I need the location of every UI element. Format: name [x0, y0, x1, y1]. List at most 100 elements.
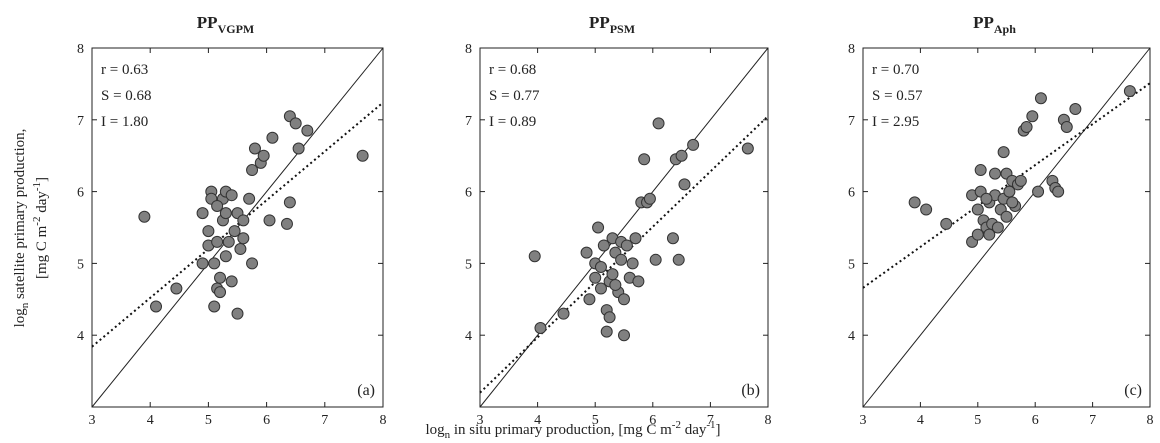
point	[989, 167, 1002, 180]
point	[257, 149, 270, 162]
stat-annotation: I = 2.95	[872, 114, 919, 130]
y-tick-label: 6	[848, 186, 855, 201]
point	[214, 271, 227, 284]
point	[1123, 85, 1136, 98]
point	[289, 117, 302, 130]
point	[138, 210, 151, 223]
point	[991, 221, 1004, 234]
plot-frame	[862, 47, 1151, 408]
fit-line	[91, 101, 384, 348]
fit-line	[479, 115, 769, 394]
point	[1020, 120, 1033, 133]
label-part: satellite primary production,	[12, 129, 28, 303]
point	[583, 293, 596, 306]
point	[652, 117, 665, 130]
point	[980, 192, 993, 205]
point	[983, 228, 996, 241]
point	[225, 275, 238, 288]
point	[592, 221, 605, 234]
label-part: ]	[34, 177, 50, 182]
point	[638, 153, 651, 166]
point	[997, 146, 1010, 159]
point	[243, 192, 256, 205]
y-axis-label: [mg C m-2 day-1]	[31, 177, 50, 279]
x-tick-label: 8	[765, 413, 772, 428]
point	[666, 232, 679, 245]
point	[632, 275, 645, 288]
point	[219, 207, 232, 220]
y-tick-label: 5	[848, 257, 855, 272]
point	[594, 282, 607, 295]
panel-label: (c)	[1124, 382, 1142, 399]
point	[1000, 210, 1013, 223]
title-main: PP	[589, 13, 610, 32]
stat-annotation: r = 0.70	[872, 62, 919, 78]
x-tick-label: 8	[380, 413, 387, 428]
point	[741, 142, 754, 155]
point	[1003, 185, 1016, 198]
y-tick-label: 7	[465, 114, 472, 129]
title-main: PP	[973, 13, 994, 32]
point	[150, 300, 163, 313]
label-part: ]	[716, 422, 721, 438]
point	[1060, 120, 1073, 133]
stat-annotation: S = 0.57	[872, 88, 923, 104]
point	[170, 282, 183, 295]
point	[687, 138, 700, 151]
label-part: n	[445, 429, 451, 441]
chart-title: PPVGPM	[197, 13, 254, 36]
point	[1006, 196, 1019, 209]
x-tick-label: 7	[1089, 413, 1096, 428]
label-part: n	[19, 302, 31, 308]
point	[196, 257, 209, 270]
title-subscript: Aph	[994, 22, 1016, 36]
point	[920, 203, 933, 216]
fit-line	[862, 82, 1151, 289]
x-tick-label: 4	[147, 413, 154, 428]
point	[600, 325, 613, 338]
point	[1069, 103, 1082, 116]
point	[208, 257, 221, 270]
point	[597, 239, 610, 252]
plot-frame	[91, 47, 384, 408]
point	[237, 232, 250, 245]
y-axis-label: logn satellite primary production,	[12, 129, 31, 328]
point	[196, 207, 209, 220]
point	[237, 214, 250, 227]
x-tick-label: 4	[917, 413, 924, 428]
point	[618, 329, 630, 342]
panel-label: (a)	[357, 382, 375, 399]
plot-frame	[479, 47, 769, 408]
stat-annotation: I = 1.80	[101, 114, 148, 130]
point	[643, 192, 656, 205]
point	[603, 311, 616, 324]
point	[618, 293, 630, 306]
y-tick-label: 7	[848, 114, 855, 129]
point	[675, 149, 688, 162]
point	[557, 307, 570, 320]
y-tick-label: 5	[77, 257, 84, 272]
point	[908, 196, 921, 209]
point	[678, 178, 691, 191]
label-part: -2	[672, 419, 681, 431]
x-tick-label: 3	[477, 413, 484, 428]
point	[280, 217, 293, 230]
y-tick-label: 6	[77, 186, 84, 201]
point	[971, 203, 984, 216]
x-axis-label: logn in situ primary production, [mg C m…	[425, 419, 720, 441]
x-tick-label: 5	[974, 413, 981, 428]
point	[225, 189, 238, 202]
y-tick-label: 4	[77, 329, 84, 344]
stat-annotation: S = 0.77	[489, 88, 540, 104]
identity-line	[862, 47, 1151, 408]
chart-title: PPAph	[973, 13, 1016, 36]
title-main: PP	[197, 13, 218, 32]
point	[649, 253, 662, 266]
point	[1034, 92, 1047, 105]
point	[609, 278, 622, 291]
y-tick-label: 6	[465, 186, 472, 201]
point	[620, 239, 633, 252]
point	[589, 271, 602, 284]
point	[211, 235, 224, 248]
